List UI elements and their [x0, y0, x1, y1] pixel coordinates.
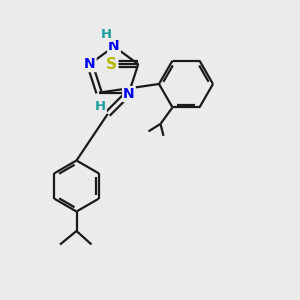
- Text: N: N: [84, 57, 96, 71]
- Text: N: N: [123, 87, 135, 101]
- Text: N: N: [108, 40, 120, 53]
- Text: H: H: [95, 100, 106, 113]
- Text: S: S: [106, 57, 117, 72]
- Text: H: H: [101, 28, 112, 41]
